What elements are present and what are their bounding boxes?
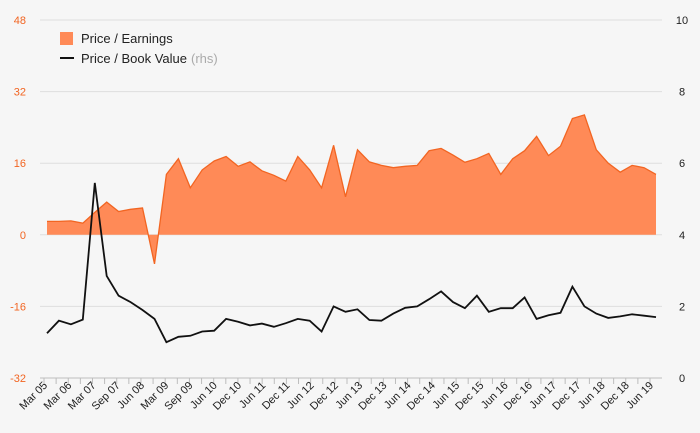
pe-area bbox=[47, 114, 656, 264]
x-tick-label: Dec 11 bbox=[260, 380, 293, 413]
pb-line bbox=[46, 182, 657, 344]
pe-line bbox=[47, 114, 657, 265]
y-right-tick-label: 2 bbox=[679, 301, 685, 313]
y-right-tick-label: 4 bbox=[679, 230, 685, 242]
y-right-tick-label: 8 bbox=[679, 87, 685, 99]
y-left-tick-label: 48 bbox=[14, 15, 26, 27]
legend-swatch-pb bbox=[60, 57, 74, 59]
y-right-tick-label: 6 bbox=[679, 158, 685, 170]
legend-item-pe: Price / Earnings bbox=[60, 28, 218, 48]
y-left-tick-label: 16 bbox=[14, 158, 26, 170]
y-left-tick-label: -32 bbox=[10, 373, 26, 385]
legend-label-pe: Price / Earnings bbox=[81, 30, 173, 46]
y-left-tick-label: 0 bbox=[20, 230, 26, 242]
legend-rhs-note: (rhs) bbox=[190, 50, 218, 66]
x-tick-label: Jun 19 bbox=[624, 380, 656, 412]
legend-swatch-pe bbox=[60, 31, 73, 45]
legend-item-pb: Price / Book Value (rhs) bbox=[60, 48, 218, 68]
y-left-tick-label: 32 bbox=[14, 87, 26, 99]
y-right-tick-label: 10 bbox=[676, 15, 688, 27]
y-left-tick-label: -16 bbox=[10, 301, 26, 313]
legend: Price / Earnings Price / Book Value (rhs… bbox=[60, 28, 218, 68]
legend-label-pb: Price / Book Value bbox=[81, 50, 187, 66]
y-right-tick-label: 0 bbox=[679, 373, 685, 385]
